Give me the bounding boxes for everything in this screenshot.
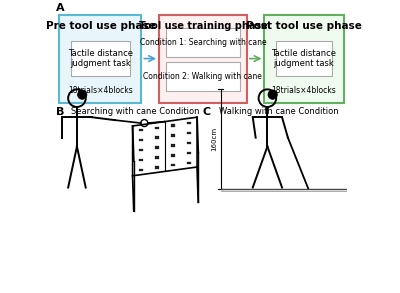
Text: C: C — [203, 107, 211, 117]
Text: 160cm: 160cm — [211, 127, 217, 151]
Bar — [171, 154, 175, 156]
Bar — [171, 164, 175, 166]
Text: B: B — [56, 107, 65, 117]
Text: Walking with cane Condition: Walking with cane Condition — [219, 107, 339, 116]
Bar — [139, 168, 142, 171]
Text: A: A — [56, 3, 65, 13]
Bar — [155, 127, 159, 129]
Bar — [155, 146, 159, 149]
Bar — [155, 166, 159, 169]
Text: Tactile distance
judgment task: Tactile distance judgment task — [68, 49, 133, 68]
Bar — [264, 15, 344, 103]
Bar — [155, 137, 159, 139]
Text: Condition 2: Walking with cane: Condition 2: Walking with cane — [144, 72, 262, 81]
Bar — [71, 41, 130, 76]
Text: Searching with cane Condition: Searching with cane Condition — [71, 107, 200, 116]
Bar — [187, 152, 191, 154]
Bar — [187, 122, 191, 125]
Bar — [171, 124, 175, 127]
Bar — [166, 28, 240, 57]
Text: Condition 1: Searching with cane: Condition 1: Searching with cane — [140, 38, 266, 47]
Text: 18trials×4blocks: 18trials×4blocks — [68, 86, 133, 95]
Bar — [166, 62, 240, 91]
Text: 18trials×4blocks: 18trials×4blocks — [272, 86, 336, 95]
Bar — [187, 162, 191, 164]
Bar — [139, 129, 142, 131]
Bar — [187, 142, 191, 144]
Bar — [276, 41, 332, 76]
Circle shape — [268, 90, 277, 99]
Bar — [59, 15, 142, 103]
Text: Pre tool use phase: Pre tool use phase — [46, 21, 155, 30]
Bar — [139, 139, 142, 141]
Bar — [171, 144, 175, 146]
Text: Tool use training phase: Tool use training phase — [138, 21, 267, 30]
Bar — [155, 156, 159, 159]
Text: Tactile distance
judgment task: Tactile distance judgment task — [272, 49, 336, 68]
Text: Post tool use phase: Post tool use phase — [246, 21, 362, 30]
Bar — [139, 159, 142, 161]
Bar — [139, 149, 142, 151]
Bar — [187, 132, 191, 134]
Circle shape — [78, 90, 87, 99]
Bar — [159, 15, 247, 103]
Bar — [171, 134, 175, 137]
